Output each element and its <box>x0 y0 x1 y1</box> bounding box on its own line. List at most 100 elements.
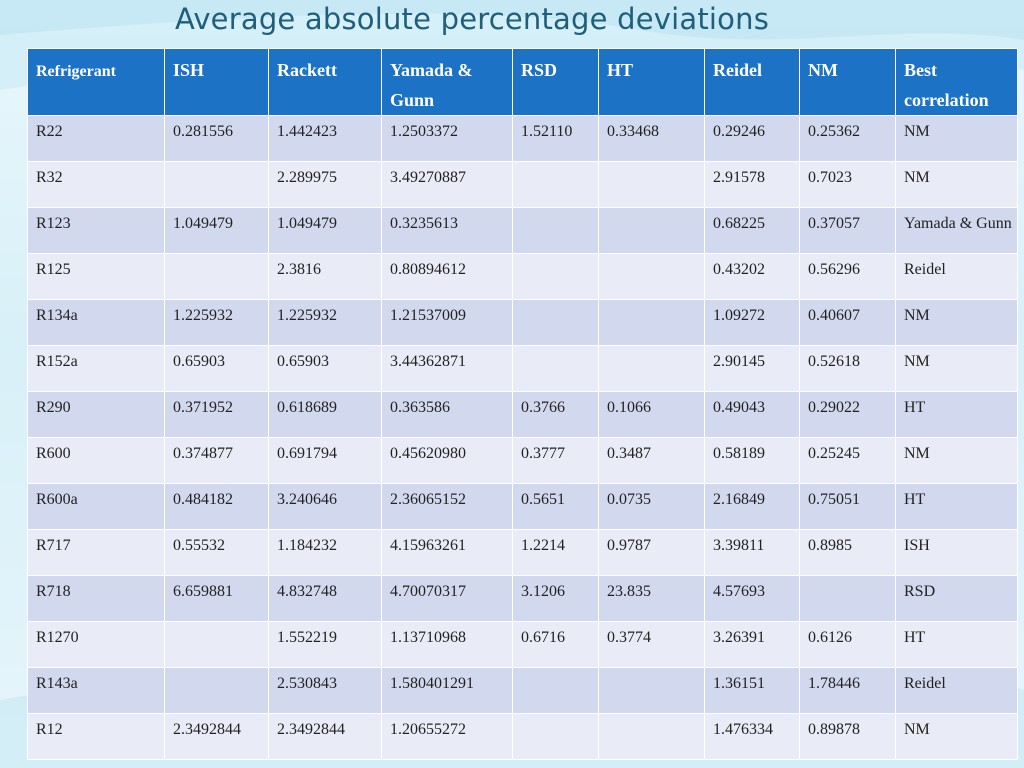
cell-ish: 0.374877 <box>164 437 269 484</box>
cell-yamada-gunn: 0.363586 <box>381 391 513 438</box>
cell-rsd <box>512 253 599 300</box>
header-refrigerant: Refrigerant <box>27 48 165 116</box>
cell-refrigerant: R600a <box>27 483 165 530</box>
cell-yamada-gunn: 1.2503372 <box>381 115 513 162</box>
cell-best-correlation: HT <box>895 391 1018 438</box>
deviation-table-container: Refrigerant ISH Rackett Yamada & Gunn RS… <box>27 48 1018 760</box>
cell-reidel: 0.29246 <box>704 115 800 162</box>
cell-rackett: 3.240646 <box>268 483 382 530</box>
cell-ht <box>598 299 705 346</box>
cell-ht <box>598 345 705 392</box>
cell-best-correlation: Yamada & Gunn <box>895 207 1018 254</box>
cell-rsd: 0.3777 <box>512 437 599 484</box>
cell-rackett: 0.691794 <box>268 437 382 484</box>
cell-ish: 1.225932 <box>164 299 269 346</box>
cell-rackett: 2.289975 <box>268 161 382 208</box>
header-yamada-gunn: Yamada & Gunn <box>381 48 513 116</box>
header-ish: ISH <box>164 48 269 116</box>
cell-ht: 0.3487 <box>598 437 705 484</box>
cell-ish <box>164 253 269 300</box>
table-row: R600a 0.484182 3.240646 2.36065152 0.5651 0.0… <box>27 483 1018 530</box>
cell-rackett: 1.552219 <box>268 621 382 668</box>
cell-yamada-gunn: 0.80894612 <box>381 253 513 300</box>
cell-nm: 0.52618 <box>799 345 896 392</box>
cell-rsd <box>512 207 599 254</box>
cell-reidel: 2.91578 <box>704 161 800 208</box>
cell-rsd <box>512 667 599 714</box>
header-best-correlation: Best correlation <box>895 48 1018 116</box>
cell-reidel: 2.16849 <box>704 483 800 530</box>
cell-reidel: 0.43202 <box>704 253 800 300</box>
cell-nm: 0.75051 <box>799 483 896 530</box>
cell-best-correlation: RSD <box>895 575 1018 622</box>
table-row: R152a 0.65903 0.65903 3.44362871 2.90145 0.52… <box>27 345 1018 392</box>
cell-reidel: 1.09272 <box>704 299 800 346</box>
cell-refrigerant: R1270 <box>27 621 165 668</box>
cell-nm: 0.8985 <box>799 529 896 576</box>
cell-reidel: 0.68225 <box>704 207 800 254</box>
cell-reidel: 0.58189 <box>704 437 800 484</box>
cell-rsd: 0.6716 <box>512 621 599 668</box>
cell-yamada-gunn: 1.21537009 <box>381 299 513 346</box>
cell-yamada-gunn: 0.3235613 <box>381 207 513 254</box>
cell-ht: 0.3774 <box>598 621 705 668</box>
cell-best-correlation: NM <box>895 345 1018 392</box>
deviation-table: Refrigerant ISH Rackett Yamada & Gunn RS… <box>27 48 1018 760</box>
cell-refrigerant: R143a <box>27 667 165 714</box>
cell-ht <box>598 713 705 760</box>
table-body: R22 0.281556 1.442423 1.2503372 1.52110 0.334… <box>27 115 1018 760</box>
header-ht: HT <box>598 48 705 116</box>
cell-ht <box>598 161 705 208</box>
cell-yamada-gunn: 1.13710968 <box>381 621 513 668</box>
cell-best-correlation: NM <box>895 299 1018 346</box>
cell-ht: 23.835 <box>598 575 705 622</box>
cell-refrigerant: R134a <box>27 299 165 346</box>
cell-ht: 0.9787 <box>598 529 705 576</box>
cell-best-correlation: NM <box>895 437 1018 484</box>
cell-refrigerant: R32 <box>27 161 165 208</box>
cell-rackett: 1.225932 <box>268 299 382 346</box>
table-row: R125 2.3816 0.80894612 0.43202 0.56296 Reidel <box>27 253 1018 300</box>
cell-rackett: 2.530843 <box>268 667 382 714</box>
cell-best-correlation: NM <box>895 161 1018 208</box>
cell-ish <box>164 161 269 208</box>
header-nm: NM <box>799 48 896 116</box>
header-rackett: Rackett <box>268 48 382 116</box>
cell-yamada-gunn: 4.15963261 <box>381 529 513 576</box>
cell-best-correlation: ISH <box>895 529 1018 576</box>
cell-yamada-gunn: 3.44362871 <box>381 345 513 392</box>
cell-ish <box>164 621 269 668</box>
cell-rsd <box>512 299 599 346</box>
cell-reidel: 1.36151 <box>704 667 800 714</box>
cell-refrigerant: R125 <box>27 253 165 300</box>
cell-rackett: 1.049479 <box>268 207 382 254</box>
table-row: R1270 1.552219 1.13710968 0.6716 0.3774 3.263… <box>27 621 1018 668</box>
cell-ht <box>598 667 705 714</box>
table-row: R134a 1.225932 1.225932 1.21537009 1.09272 0.… <box>27 299 1018 346</box>
cell-reidel: 1.476334 <box>704 713 800 760</box>
cell-yamada-gunn: 3.49270887 <box>381 161 513 208</box>
cell-best-correlation: HT <box>895 621 1018 668</box>
cell-ht: 0.33468 <box>598 115 705 162</box>
cell-refrigerant: R717 <box>27 529 165 576</box>
cell-refrigerant: R22 <box>27 115 165 162</box>
cell-reidel: 2.90145 <box>704 345 800 392</box>
cell-rsd: 1.52110 <box>512 115 599 162</box>
cell-rsd <box>512 161 599 208</box>
cell-refrigerant: R12 <box>27 713 165 760</box>
header-rsd: RSD <box>512 48 599 116</box>
cell-nm: 0.25245 <box>799 437 896 484</box>
cell-best-correlation: Reidel <box>895 667 1018 714</box>
page-title: Average absolute percentage deviations <box>174 2 769 36</box>
cell-yamada-gunn: 0.45620980 <box>381 437 513 484</box>
cell-rackett: 1.184232 <box>268 529 382 576</box>
cell-best-correlation: NM <box>895 115 1018 162</box>
cell-rsd <box>512 713 599 760</box>
table-row: R290 0.371952 0.618689 0.363586 0.3766 0.1066… <box>27 391 1018 438</box>
cell-ish: 1.049479 <box>164 207 269 254</box>
cell-ht: 0.1066 <box>598 391 705 438</box>
cell-best-correlation: Reidel <box>895 253 1018 300</box>
cell-ht <box>598 253 705 300</box>
cell-yamada-gunn: 2.36065152 <box>381 483 513 530</box>
cell-reidel: 4.57693 <box>704 575 800 622</box>
